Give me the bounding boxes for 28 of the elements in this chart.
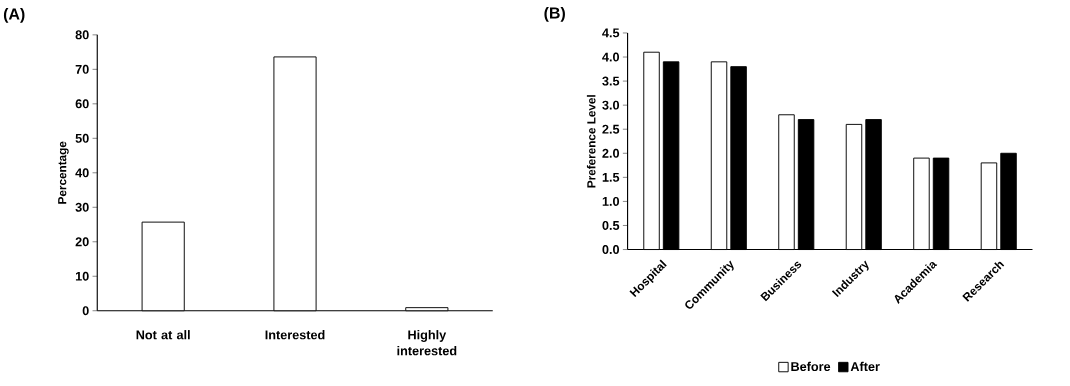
x-tick-label: Not at all	[136, 330, 190, 340]
y-tick-label: 80	[75, 30, 89, 40]
x-tick-label: Interested	[265, 330, 325, 340]
chart-title: (A)	[3, 7, 25, 23]
y-tick-label: 20	[75, 237, 89, 247]
y-tick-label: 30	[75, 202, 89, 212]
y-tick-label: 4.5	[602, 28, 620, 38]
chart-title: (B)	[544, 6, 565, 22]
y-tick-label: 0.0	[602, 245, 620, 254]
y-axis-title: Percentage	[58, 141, 69, 204]
y-tick-label: 2.5	[602, 124, 620, 134]
legend-label: After	[850, 361, 880, 372]
legend-label: Before	[791, 361, 831, 372]
y-tick-label: 50	[75, 133, 89, 143]
y-tick-label: 1.0	[602, 196, 620, 206]
y-tick-label: 4.0	[602, 52, 620, 62]
y-tick-label: 60	[75, 99, 89, 109]
y-tick-label: 0	[82, 306, 89, 316]
y-tick-label: 70	[75, 64, 89, 74]
y-tick-label: 10	[75, 271, 89, 281]
y-tick-label: 2.0	[602, 148, 620, 158]
y-tick-label: 3.0	[602, 100, 620, 110]
y-tick-label: 3.5	[602, 76, 620, 86]
y-axis-title: Preference Level	[586, 95, 596, 188]
y-tick-label: 0.5	[602, 220, 620, 230]
x-tick-label: Highly interested	[397, 330, 457, 356]
y-tick-label: 1.5	[602, 172, 620, 182]
y-tick-label: 40	[75, 168, 89, 178]
